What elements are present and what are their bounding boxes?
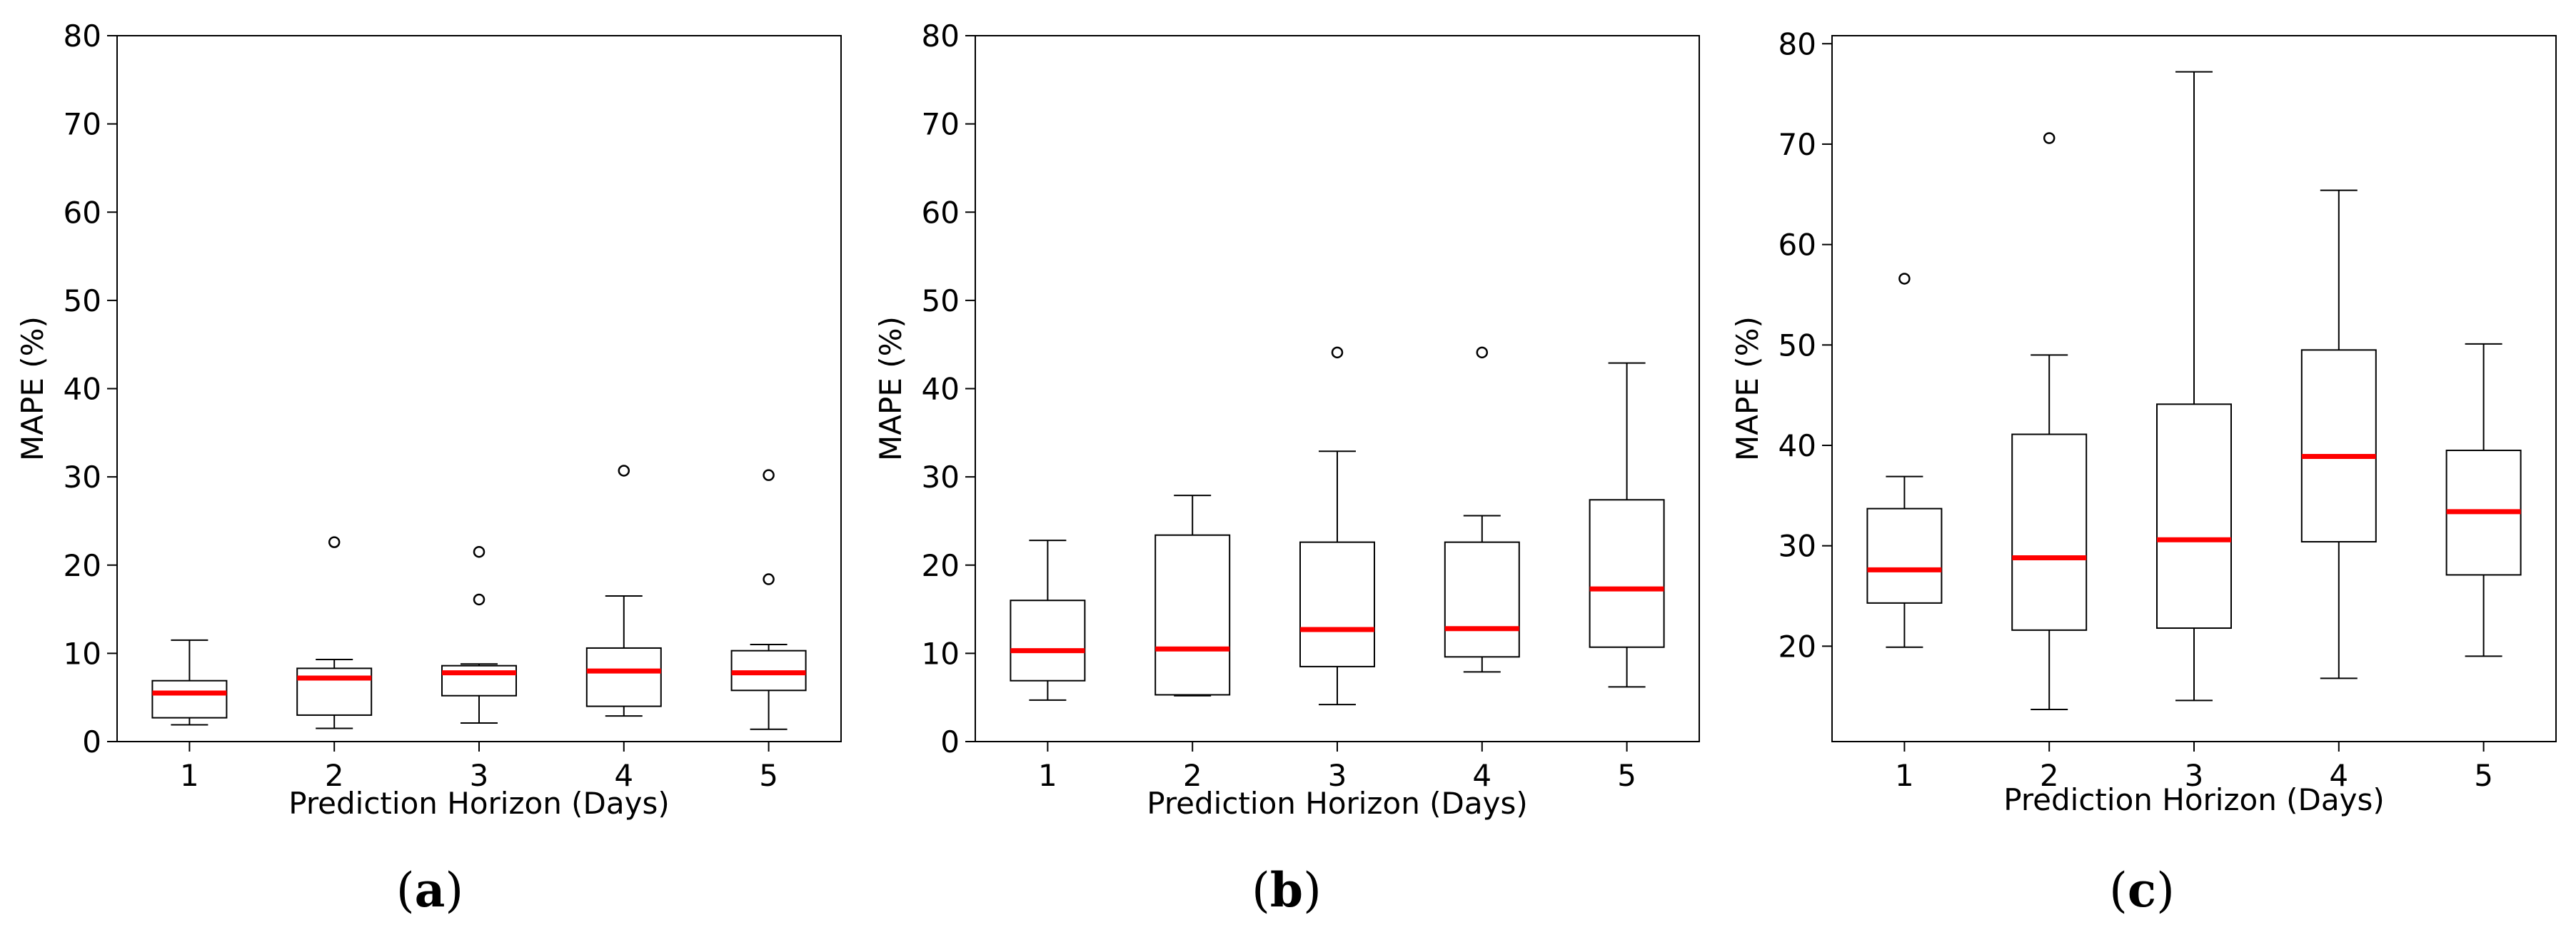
box-body xyxy=(1866,507,1943,604)
box-body xyxy=(1010,600,1086,682)
y-axis-label: MAPE (%) xyxy=(15,316,50,461)
box-body xyxy=(1299,541,1375,667)
chart-panel-b: 0 10 20 30 40 50 60 70 80 1 2 3 4 5 Prediction Horizon… xyxy=(873,19,1700,918)
y-tick-label: 70 xyxy=(922,107,960,142)
box-4 xyxy=(585,465,662,717)
outlier-point xyxy=(763,573,775,585)
panel-label: (c) xyxy=(2109,862,2175,918)
box-body xyxy=(1589,499,1665,648)
panel-letter: c xyxy=(2128,862,2156,918)
y-tick-label: 60 xyxy=(64,195,101,230)
x-axis-label: Prediction Horizon (Days) xyxy=(1147,786,1528,821)
box-body xyxy=(151,679,228,719)
box-body xyxy=(2156,403,2232,630)
y-axis-label: MAPE (%) xyxy=(873,316,908,461)
box-3 xyxy=(2156,71,2232,702)
box-2 xyxy=(1154,495,1231,697)
x-tick-label: 1 xyxy=(180,758,199,793)
x-tick-label: 3 xyxy=(2185,758,2204,793)
x-tick-label: 1 xyxy=(1038,758,1057,793)
x-tick-label: 2 xyxy=(1183,758,1202,793)
box-5 xyxy=(2445,343,2522,657)
y-tick-label: 20 xyxy=(64,548,101,583)
y-tick-label: 50 xyxy=(1778,328,1816,363)
outlier-point xyxy=(473,593,485,606)
y-tick-label: 50 xyxy=(64,283,101,318)
panel-letter: b xyxy=(1270,862,1303,918)
x-tick-label: 4 xyxy=(614,758,633,793)
axes-frame xyxy=(975,35,1700,742)
box-body xyxy=(2300,349,2377,543)
x-axis-label: Prediction Horizon (Days) xyxy=(2003,782,2385,817)
x-tick-label: 2 xyxy=(325,758,344,793)
box-body xyxy=(1444,541,1520,658)
x-tick-label: 5 xyxy=(1617,758,1636,793)
x-tick-label: 5 xyxy=(2474,758,2493,793)
y-tick-label: 40 xyxy=(1778,428,1816,463)
y-tick-label: 0 xyxy=(940,724,960,759)
y-tick-label: 70 xyxy=(1778,127,1816,162)
box-1 xyxy=(1010,540,1086,701)
chart-panel-a: 0 10 20 30 40 50 60 70 80 1 2 3 4 5 Prediction Horizon… xyxy=(15,19,842,918)
outlier-point xyxy=(2043,132,2056,144)
outlier-point xyxy=(1476,346,1489,359)
box-1 xyxy=(1866,273,1943,648)
outlier-point xyxy=(763,469,775,481)
x-tick-label: 3 xyxy=(1328,758,1347,793)
panel-label: (a) xyxy=(396,862,463,918)
outlier-point xyxy=(473,545,485,558)
y-tick-label: 40 xyxy=(64,372,101,407)
box-4 xyxy=(1444,346,1520,673)
box-4 xyxy=(2300,189,2377,679)
chart-panel-c: 20 30 40 50 60 70 80 1 2 3 4 5 Prediction Horizon (D… xyxy=(1730,26,2557,918)
y-axis-label: MAPE (%) xyxy=(1730,316,1765,461)
outlier-point xyxy=(1898,273,1911,285)
y-tick-label: 40 xyxy=(922,372,960,407)
box-body xyxy=(2011,433,2088,631)
outlier-point xyxy=(618,465,630,477)
box-body xyxy=(441,664,517,697)
y-tick-label: 30 xyxy=(1778,529,1816,564)
y-tick-label: 0 xyxy=(82,724,101,759)
y-tick-label: 80 xyxy=(64,19,101,54)
box-1 xyxy=(151,639,228,726)
box-body xyxy=(296,667,373,716)
x-tick-label: 5 xyxy=(759,758,778,793)
x-axis-label: Prediction Horizon (Days) xyxy=(288,786,670,821)
outlier-point xyxy=(328,536,341,548)
x-tick-label: 3 xyxy=(470,758,489,793)
axes-frame xyxy=(116,35,842,742)
panel-label: (b) xyxy=(1252,862,1322,918)
x-tick-label: 1 xyxy=(1895,758,1914,793)
y-tick-label: 80 xyxy=(922,19,960,54)
y-tick-label: 30 xyxy=(922,460,960,495)
y-tick-label: 50 xyxy=(922,283,960,318)
box-2 xyxy=(296,536,373,729)
x-tick-label: 2 xyxy=(2040,758,2059,793)
x-tick-label: 4 xyxy=(2329,758,2348,793)
y-tick-label: 20 xyxy=(922,548,960,583)
box-3 xyxy=(441,545,517,724)
y-tick-label: 20 xyxy=(1778,629,1816,664)
panel-letter: a xyxy=(415,862,446,918)
y-tick-label: 30 xyxy=(64,460,101,495)
box-2 xyxy=(2011,132,2088,710)
box-5 xyxy=(730,469,807,730)
y-tick-label: 10 xyxy=(64,636,101,671)
box-body xyxy=(585,647,662,707)
box-3 xyxy=(1299,346,1375,706)
y-tick-label: 60 xyxy=(922,195,960,230)
box-5 xyxy=(1589,362,1665,688)
y-tick-label: 70 xyxy=(64,107,101,142)
y-tick-label: 10 xyxy=(922,636,960,671)
y-tick-label: 60 xyxy=(1778,228,1816,263)
y-tick-label: 80 xyxy=(1778,26,1816,61)
x-tick-label: 4 xyxy=(1472,758,1491,793)
outlier-point xyxy=(1331,346,1344,359)
box-body xyxy=(1154,534,1231,696)
